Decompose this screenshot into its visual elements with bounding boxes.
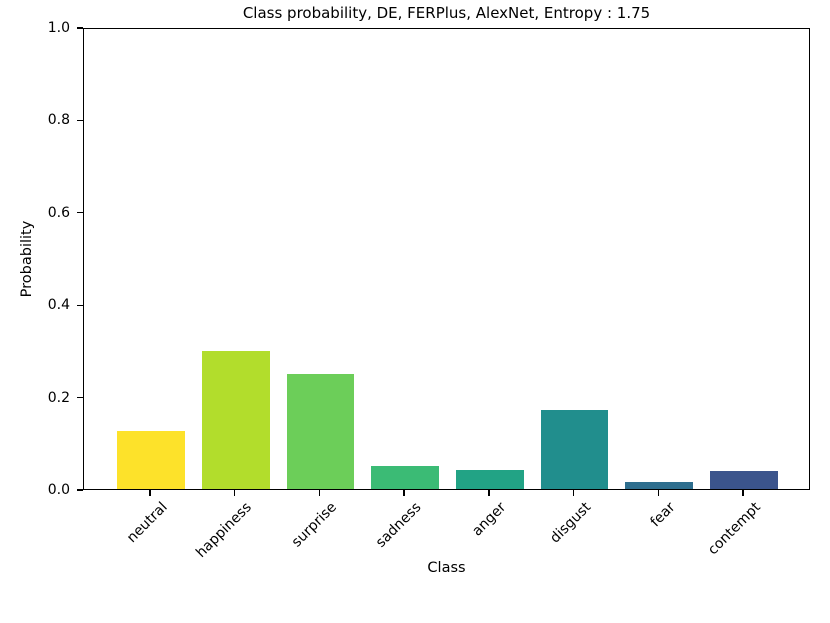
bar-sadness (371, 466, 440, 489)
y-tick-label: 0.2 (47, 389, 70, 406)
x-tick-mark (403, 490, 405, 496)
bar-contempt (710, 470, 778, 489)
bar-happiness (201, 350, 270, 489)
bar-disgust (540, 410, 609, 489)
bar-anger (455, 470, 524, 489)
y-axis-label: Probability (19, 220, 35, 298)
x-tick-mark (742, 490, 744, 496)
y-tick-mark (77, 489, 83, 491)
plot-area (83, 28, 810, 490)
y-tick-label: 1.0 (47, 20, 70, 36)
y-tick-label: 0.0 (47, 482, 70, 498)
y-tick-mark (77, 119, 83, 122)
chart-title: Class probability, DE, FERPlus, AlexNet,… (242, 4, 651, 22)
x-tick-label-fear: fear (647, 499, 679, 531)
x-tick-mark (572, 490, 575, 496)
y-tick-label: 0.4 (47, 297, 70, 314)
y-tick-mark (77, 27, 83, 29)
bar-fear (625, 481, 694, 489)
y-tick-mark (77, 396, 83, 399)
x-tick-label-contempt: contempt (704, 499, 764, 559)
x-axis-label: Class (427, 560, 466, 576)
y-tick-mark (77, 304, 83, 306)
y-tick-mark (77, 212, 83, 214)
y-tick-label: 0.6 (47, 204, 70, 221)
x-tick-label-happiness: happiness (193, 499, 256, 561)
x-tick-label-anger: anger (469, 499, 510, 540)
x-tick-label-neutral: neutral (123, 499, 171, 547)
bar-neutral (117, 430, 185, 489)
x-tick-mark (149, 490, 151, 496)
y-tick-label: 0.8 (47, 112, 70, 129)
x-tick-mark (488, 490, 490, 496)
x-tick-mark (657, 490, 659, 496)
x-tick-label-surprise: surprise (288, 499, 341, 551)
x-tick-label-sadness: sadness (373, 499, 425, 551)
x-tick-label-disgust: disgust (547, 499, 595, 547)
bar-surprise (286, 373, 355, 489)
x-tick-mark (234, 490, 236, 496)
x-tick-mark (318, 490, 321, 496)
